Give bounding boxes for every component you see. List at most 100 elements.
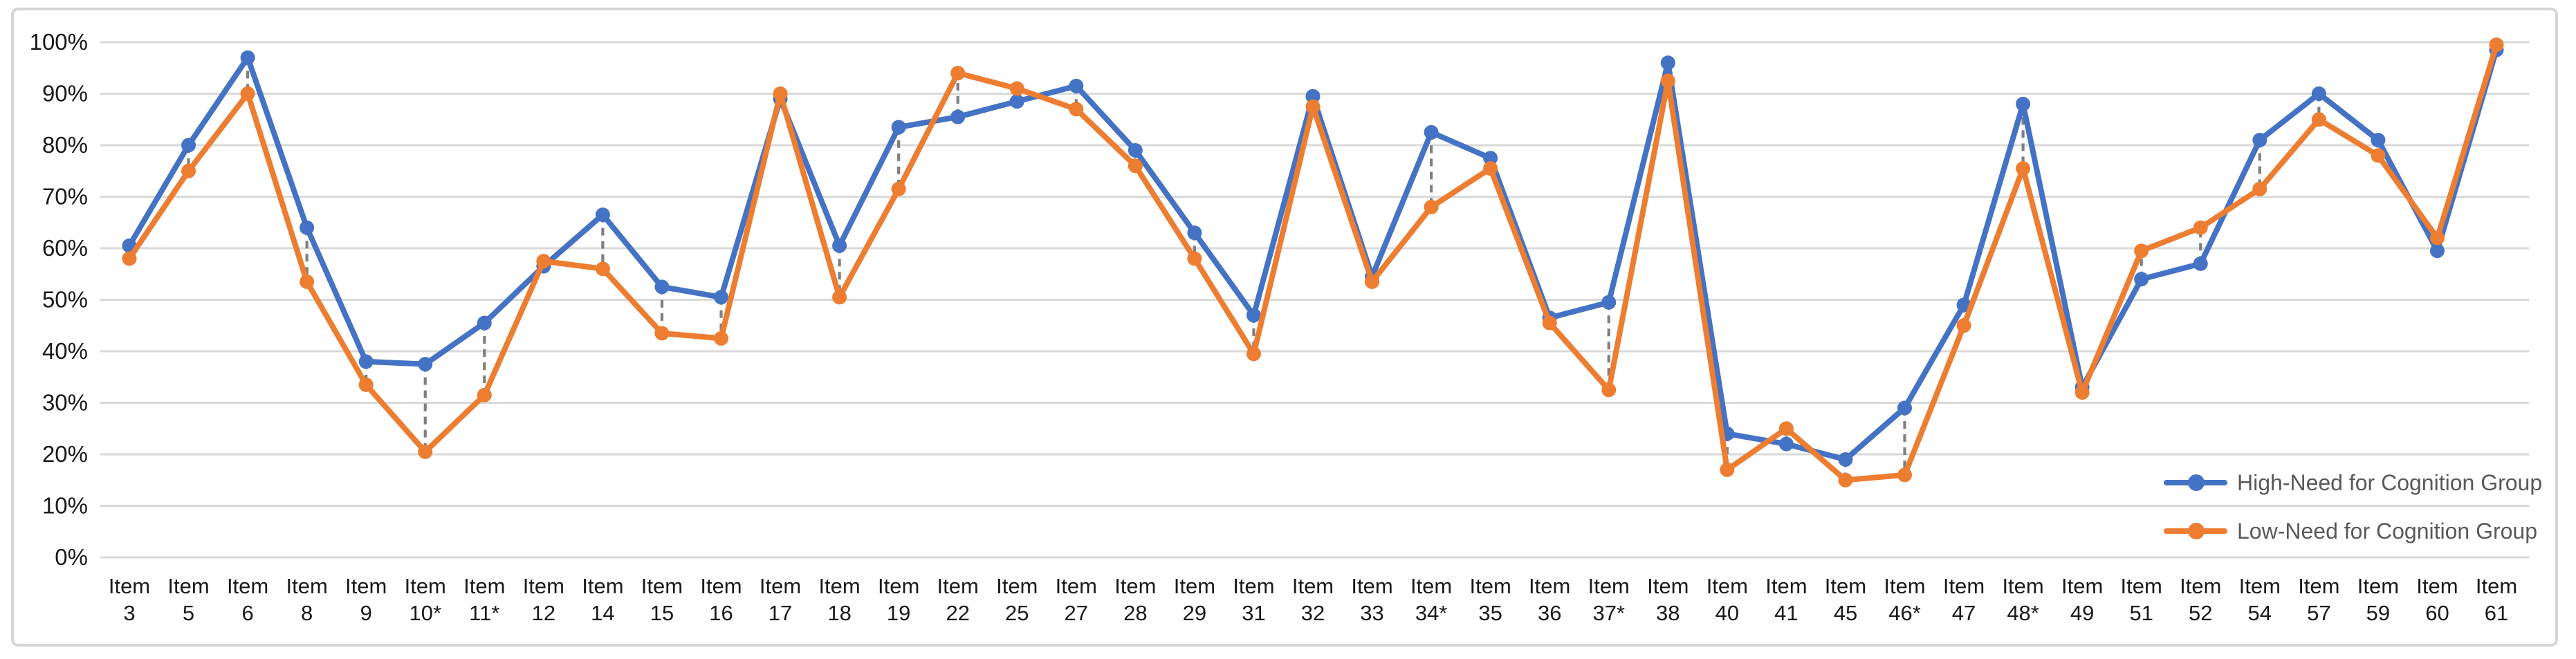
x-axis-tick-label-prefix: Item xyxy=(1647,574,1689,598)
data-point-marker[interactable] xyxy=(1246,346,1261,362)
x-axis-tick-label: 29 xyxy=(1183,601,1206,625)
x-axis-tick-label-prefix: Item xyxy=(937,574,979,598)
x-axis-tick-label-prefix: Item xyxy=(582,574,623,598)
data-point-marker[interactable] xyxy=(654,326,670,341)
data-point-marker[interactable] xyxy=(181,138,196,153)
x-axis-tick-label: 18 xyxy=(827,601,851,625)
y-axis-tick-label: 80% xyxy=(42,132,88,158)
data-point-marker[interactable] xyxy=(2134,243,2149,259)
data-point-marker[interactable] xyxy=(1128,142,1143,158)
data-point-marker[interactable] xyxy=(300,274,315,289)
data-point-marker[interactable] xyxy=(714,290,728,305)
x-axis-tick-label: 3 xyxy=(123,601,135,625)
data-point-marker[interactable] xyxy=(122,251,137,266)
data-point-marker[interactable] xyxy=(1246,308,1261,323)
data-point-marker[interactable] xyxy=(1009,81,1024,96)
data-point-marker[interactable] xyxy=(477,315,492,331)
data-point-marker[interactable] xyxy=(240,86,255,101)
x-axis-tick-label-prefix: Item xyxy=(1114,574,1156,598)
data-point-marker[interactable] xyxy=(1660,55,1675,71)
data-point-marker[interactable] xyxy=(2429,243,2445,259)
data-point-marker[interactable] xyxy=(2371,133,2386,148)
data-point-marker[interactable] xyxy=(1720,462,1735,477)
x-axis-tick-label-prefix: Item xyxy=(1884,574,1925,598)
data-point-marker[interactable] xyxy=(1838,472,1853,488)
data-point-marker[interactable] xyxy=(2193,220,2208,235)
x-axis-tick-label: 5 xyxy=(183,601,194,625)
data-point-marker[interactable] xyxy=(240,50,255,65)
x-axis-tick-label: 22 xyxy=(946,601,969,625)
data-point-marker[interactable] xyxy=(2134,272,2149,287)
data-point-marker[interactable] xyxy=(1483,161,1498,176)
data-point-marker[interactable] xyxy=(1424,199,1439,214)
x-axis-tick-label: 35 xyxy=(1478,601,1502,625)
data-point-marker[interactable] xyxy=(832,238,847,253)
x-axis-tick-label: 46* xyxy=(1888,601,1921,625)
data-point-marker[interactable] xyxy=(1424,124,1439,140)
x-axis-tick-label-prefix: Item xyxy=(345,574,387,598)
data-point-marker[interactable] xyxy=(1778,421,1794,436)
data-point-marker[interactable] xyxy=(1660,73,1675,89)
data-point-marker[interactable] xyxy=(714,331,728,346)
y-axis-tick-label: 90% xyxy=(42,81,88,106)
data-point-marker[interactable] xyxy=(891,120,906,135)
data-point-marker[interactable] xyxy=(595,207,610,223)
data-point-marker[interactable] xyxy=(2193,256,2208,271)
data-point-marker[interactable] xyxy=(2311,86,2326,101)
data-point-marker[interactable] xyxy=(950,109,966,124)
data-point-marker[interactable] xyxy=(1838,452,1853,467)
x-axis-tick-label-prefix: Item xyxy=(523,574,564,598)
x-axis-tick-label-prefix: Item xyxy=(878,574,919,598)
data-point-marker[interactable] xyxy=(477,387,492,402)
data-point-marker[interactable] xyxy=(2311,112,2326,127)
data-point-marker[interactable] xyxy=(1542,315,1557,331)
data-point-marker[interactable] xyxy=(1128,158,1143,174)
data-point-marker[interactable] xyxy=(2429,230,2445,245)
data-point-marker[interactable] xyxy=(2074,385,2090,400)
data-point-marker[interactable] xyxy=(2371,148,2386,163)
data-point-marker[interactable] xyxy=(1601,295,1617,310)
data-point-marker[interactable] xyxy=(358,377,374,392)
data-point-marker[interactable] xyxy=(891,181,906,196)
data-point-marker[interactable] xyxy=(181,163,196,178)
data-point-marker[interactable] xyxy=(1069,78,1084,93)
legend-item-high-need[interactable]: High-Need for Cognition Group xyxy=(2164,466,2542,499)
data-point-marker[interactable] xyxy=(950,66,966,81)
data-point-marker[interactable] xyxy=(1305,99,1321,114)
data-point-marker[interactable] xyxy=(300,220,315,235)
data-point-marker[interactable] xyxy=(2016,161,2031,176)
legend-item-low-need[interactable]: Low-Need for Cognition Group xyxy=(2164,514,2537,548)
data-point-marker[interactable] xyxy=(1069,102,1084,117)
data-point-marker[interactable] xyxy=(1305,89,1321,104)
data-point-marker[interactable] xyxy=(1187,225,1202,241)
data-point-marker[interactable] xyxy=(536,254,551,269)
data-point-marker[interactable] xyxy=(2489,37,2504,53)
x-axis-tick-label: 8 xyxy=(301,601,313,625)
x-axis-tick-label: 38 xyxy=(1656,601,1680,625)
x-axis-tick-label: 19 xyxy=(887,601,910,625)
x-axis-tick-label: 25 xyxy=(1005,601,1029,625)
data-point-marker[interactable] xyxy=(1956,318,1971,333)
x-axis-tick-label: 28 xyxy=(1123,601,1147,625)
data-point-marker[interactable] xyxy=(2252,181,2267,196)
data-point-marker[interactable] xyxy=(1897,400,1912,416)
data-point-marker[interactable] xyxy=(1778,436,1794,452)
y-axis-tick-label: 10% xyxy=(42,493,88,519)
data-point-marker[interactable] xyxy=(2016,96,2031,111)
data-point-marker[interactable] xyxy=(418,357,433,372)
data-point-marker[interactable] xyxy=(1187,251,1202,266)
data-point-marker[interactable] xyxy=(1483,151,1498,166)
data-point-marker[interactable] xyxy=(832,290,847,305)
data-point-marker[interactable] xyxy=(2252,133,2267,148)
data-point-marker[interactable] xyxy=(654,279,670,295)
data-point-marker[interactable] xyxy=(358,354,374,369)
data-point-marker[interactable] xyxy=(1601,382,1617,398)
x-axis-tick-label-prefix: Item xyxy=(463,574,505,598)
x-axis-tick-label-prefix: Item xyxy=(1351,574,1392,598)
data-point-marker[interactable] xyxy=(595,261,610,277)
data-point-marker[interactable] xyxy=(418,444,433,459)
data-point-marker[interactable] xyxy=(1365,274,1380,289)
data-point-marker[interactable] xyxy=(1897,467,1912,483)
data-point-marker[interactable] xyxy=(773,86,788,101)
data-point-marker[interactable] xyxy=(1009,94,1024,109)
